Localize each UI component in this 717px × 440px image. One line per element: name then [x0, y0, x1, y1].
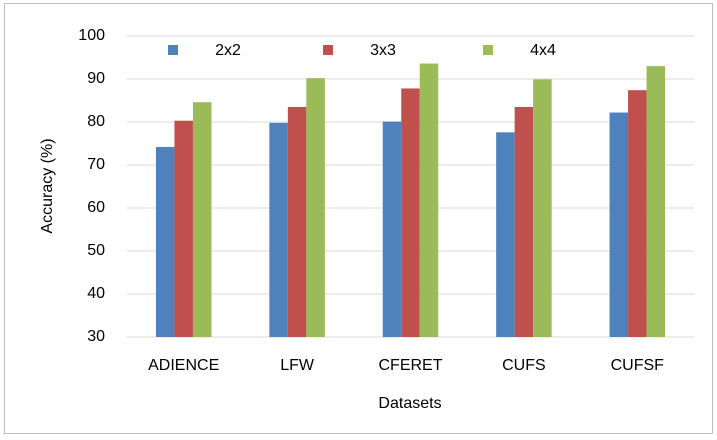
- bar: [401, 88, 420, 338]
- y-tick-label: 50: [87, 242, 105, 259]
- x-tick-label: CUFSF: [611, 357, 665, 374]
- legend-swatch: [168, 45, 178, 55]
- y-axis-label: Accuracy (%): [39, 138, 56, 233]
- y-tick-label: 90: [87, 70, 105, 87]
- y-tick-label: 60: [87, 199, 105, 216]
- y-tick-label: 30: [87, 328, 105, 345]
- bar: [287, 106, 307, 337]
- bar: [174, 120, 193, 338]
- y-tick-label: 40: [87, 285, 105, 302]
- bar: [269, 122, 288, 337]
- y-tick-label: 100: [78, 27, 105, 44]
- y-tick-label: 80: [87, 113, 105, 130]
- x-tick-label: ADIENCE: [148, 357, 219, 374]
- legend-label: 2x2: [215, 42, 241, 59]
- x-tick-label: LFW: [280, 357, 315, 374]
- legend-label: 3x3: [370, 42, 396, 59]
- legend-label: 4x4: [530, 42, 556, 59]
- x-tick-label: CFERET: [379, 357, 443, 374]
- bar: [382, 121, 402, 337]
- bar: [609, 112, 629, 337]
- bar: [419, 63, 439, 338]
- bar: [306, 78, 325, 337]
- bar: [496, 132, 515, 337]
- y-tick-label: 70: [87, 156, 105, 173]
- legend-swatch: [323, 45, 333, 55]
- bar: [533, 79, 552, 338]
- legend-swatch: [483, 45, 493, 55]
- x-tick-label: CUFS: [502, 357, 546, 374]
- x-axis-label: Datasets: [378, 395, 441, 412]
- bar: [514, 106, 534, 337]
- bar: [628, 90, 647, 338]
- bar: [646, 66, 666, 337]
- chart-frame: [4, 3, 713, 434]
- bar: [155, 146, 175, 337]
- bar: [192, 102, 212, 337]
